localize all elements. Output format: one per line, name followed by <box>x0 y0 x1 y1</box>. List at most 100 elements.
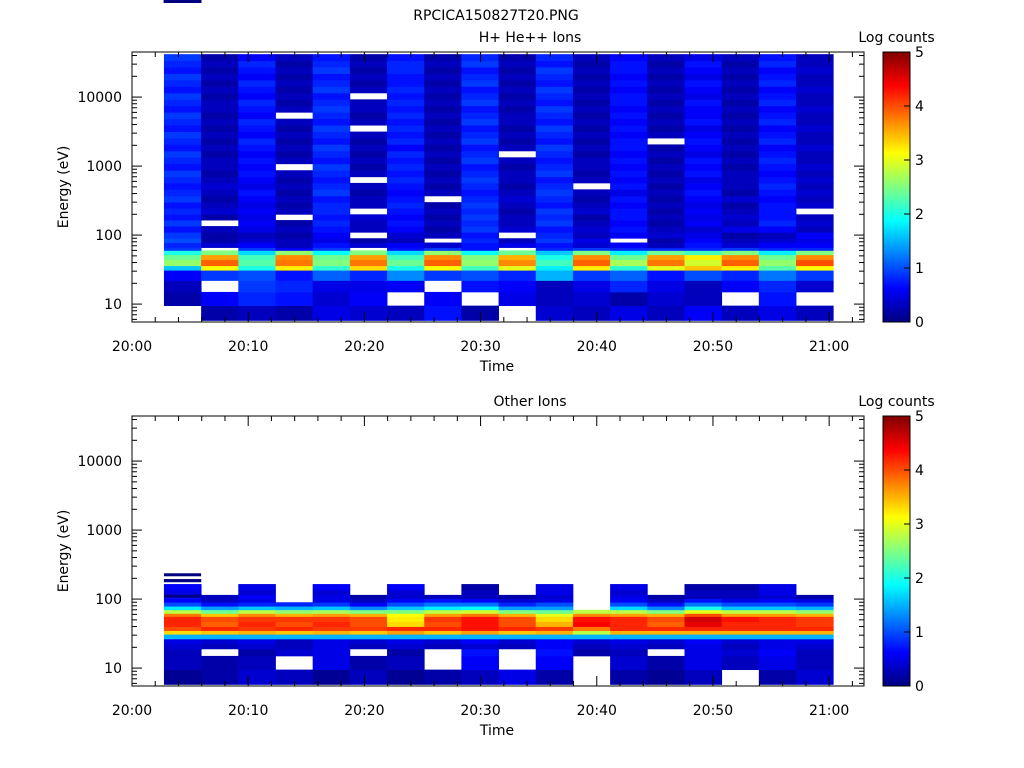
heatmap-cell <box>498 226 537 233</box>
heatmap-cell <box>647 643 685 650</box>
heatmap-cell <box>461 67 499 74</box>
heatmap-cell <box>572 118 611 126</box>
heatmap-cell <box>275 232 314 239</box>
heatmap-cell <box>312 189 351 197</box>
heatmap-cell <box>535 291 574 307</box>
heatmap-cell <box>758 305 797 321</box>
heatmap-cell <box>796 602 834 607</box>
heatmap-cell <box>572 291 611 307</box>
heatmap-cell <box>461 73 499 81</box>
heatmap-cell <box>535 195 574 203</box>
heatmap-cell <box>647 655 685 671</box>
heatmap-cell <box>461 195 499 203</box>
heatmap-cell <box>201 54 239 62</box>
heatmap-cell <box>721 112 760 120</box>
heatmap-cell <box>610 79 648 87</box>
heatmap-cell <box>498 157 537 165</box>
heatmap-cell <box>275 606 314 611</box>
heatmap-cell <box>312 220 351 227</box>
heatmap-cell <box>610 590 648 596</box>
heatmap-cell <box>387 105 425 113</box>
heatmap-cell <box>349 630 388 635</box>
heatmap-cell <box>498 259 537 267</box>
heatmap-cell <box>684 643 723 650</box>
heatmap-cell <box>610 280 648 293</box>
heatmap-cell <box>424 250 462 256</box>
heatmap-cell <box>647 118 685 126</box>
heatmap-cell <box>163 73 202 81</box>
heatmap-cell <box>424 125 462 132</box>
heatmap-cell <box>684 250 723 256</box>
heatmap-cell <box>387 648 425 657</box>
count-line <box>163 594 202 598</box>
heatmap-cell <box>796 157 834 165</box>
heatmap-cell <box>424 247 462 251</box>
heatmap-cell <box>312 655 351 671</box>
heatmap-cell <box>387 643 425 650</box>
heatmap-cell <box>498 67 537 74</box>
heatmap-cell <box>610 208 648 215</box>
heatmap-cell <box>535 634 574 640</box>
heatmap-cell <box>163 232 202 239</box>
colorbar-tick-label: 1 <box>915 261 924 277</box>
heatmap-cell <box>163 144 202 152</box>
heatmap-cell <box>498 73 537 81</box>
heatmap-cell <box>461 163 499 171</box>
heatmap-cell <box>796 626 834 631</box>
heatmap-cell <box>163 242 202 248</box>
heatmap-cell <box>796 131 834 139</box>
heatmap-cell <box>312 626 351 631</box>
heatmap-cell <box>721 157 760 165</box>
heatmap-cell <box>424 99 462 107</box>
heatmap-cell <box>238 254 276 261</box>
heatmap-cell <box>796 138 834 145</box>
heatmap-cell <box>721 131 760 139</box>
heatmap-cell <box>312 144 351 152</box>
heatmap-cell <box>535 208 574 215</box>
colorbar-tick-label: 0 <box>915 315 924 331</box>
heatmap-cell <box>163 602 202 607</box>
heatmap-cell <box>796 634 834 640</box>
heatmap-cell <box>238 73 276 81</box>
heatmap-cell <box>647 202 685 209</box>
heatmap-cell <box>387 214 425 221</box>
heatmap-cell <box>201 150 239 158</box>
heatmap-cell <box>684 590 723 596</box>
heatmap-cell <box>424 60 462 68</box>
heatmap-cell <box>349 238 388 243</box>
heatmap-cell <box>610 125 648 132</box>
heatmap-cell <box>684 238 723 243</box>
heatmap-cell <box>312 118 351 126</box>
heatmap-cell <box>312 609 351 614</box>
heatmap-cell <box>424 602 462 607</box>
heatmap-cell <box>201 606 239 611</box>
heatmap-cell <box>349 163 388 171</box>
heatmap-cell <box>238 648 276 657</box>
heatmap-cell <box>684 594 723 599</box>
heatmap-cell <box>424 226 462 233</box>
heatmap-cell <box>758 60 797 68</box>
heatmap-cell <box>461 242 499 248</box>
heatmap-cell <box>349 220 388 227</box>
heatmap-cell <box>349 270 388 281</box>
heatmap-cell <box>424 626 462 631</box>
heatmap-cell <box>610 616 648 623</box>
heatmap-cell <box>238 280 276 293</box>
heatmap-cell <box>424 254 462 261</box>
heatmap-cell <box>312 613 351 617</box>
heatmap-cell <box>647 150 685 158</box>
heatmap-cell <box>572 643 611 650</box>
heatmap-cell <box>238 613 276 617</box>
x-tick-label: 20:30 <box>460 703 500 719</box>
heatmap-cell <box>312 602 351 607</box>
heatmap-cell <box>387 86 425 94</box>
heatmap-cell <box>424 305 462 321</box>
heatmap-cell <box>201 630 239 635</box>
heatmap-cell <box>535 594 574 599</box>
heatmap-cell <box>535 613 574 617</box>
heatmap-cell <box>647 254 685 261</box>
heatmap-cell <box>647 226 685 233</box>
heatmap-cell <box>201 214 239 221</box>
heatmap-cell <box>684 73 723 81</box>
heatmap-cell <box>201 638 239 645</box>
